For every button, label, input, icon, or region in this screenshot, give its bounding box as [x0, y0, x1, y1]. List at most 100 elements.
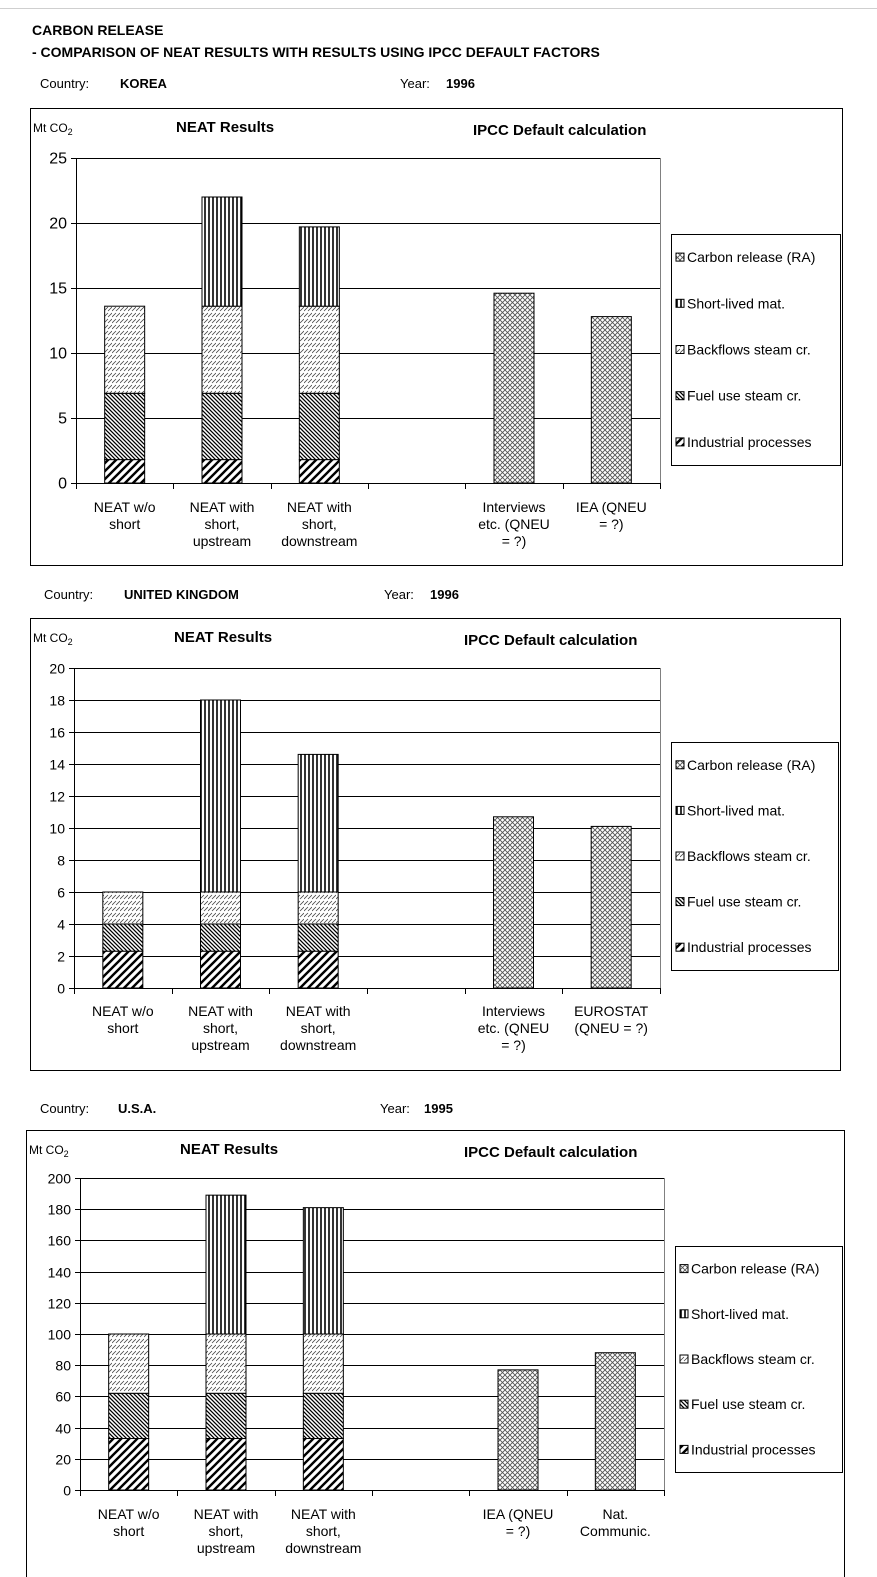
legend-box: [671, 234, 841, 466]
year-value: 1996: [446, 76, 475, 91]
x-category-label: short,: [306, 1523, 341, 1539]
x-category-label: NEAT with: [291, 1506, 356, 1522]
x-category-label: etc. (QNEU: [478, 1020, 550, 1036]
x-category-label: Interviews: [482, 1003, 545, 1019]
legend-label: Industrial processes: [687, 434, 812, 450]
y-tick-label: 16: [49, 725, 65, 741]
bar-segment-carbon-release: [590, 825, 632, 989]
legend-swatch-carbon-release: [675, 252, 685, 262]
chart-frame: [30, 618, 841, 1071]
y-tick-label: 180: [48, 1202, 72, 1218]
bar-segment-short-lived: [297, 753, 339, 893]
bar-segment-backflows: [298, 305, 340, 394]
x-category-label: short: [109, 516, 140, 532]
y-tick-label: 20: [49, 216, 67, 233]
y-tick-label: 14: [49, 757, 65, 773]
bar-segment-carbon-release: [594, 1352, 636, 1491]
bar-segment-industrial: [297, 950, 339, 989]
country-value: UNITED KINGDOM: [124, 587, 239, 602]
bar-segment-backflows: [302, 1333, 344, 1394]
x-category-label: Interviews: [482, 499, 545, 515]
y-tick-label: 140: [48, 1265, 72, 1281]
bar-segment-carbon-release: [590, 316, 632, 484]
ipcc-default-title: IPCC Default calculation: [464, 632, 637, 649]
y-tick-label: 2: [57, 949, 65, 965]
legend-box: [675, 1246, 843, 1473]
y-tick-label: 0: [58, 476, 67, 493]
x-category-label: = ?): [502, 533, 527, 549]
x-category-label: short,: [301, 1020, 336, 1036]
bar-segment-short-lived: [200, 699, 241, 893]
y-tick-label: 100: [48, 1327, 72, 1343]
plot-area: [76, 158, 661, 484]
y-tick-label: 15: [49, 281, 67, 298]
y-tick-label: 40: [55, 1421, 71, 1437]
year-label: Year:: [384, 587, 414, 602]
legend-label: Backflows steam cr.: [687, 848, 811, 864]
legend-label: Carbon release (RA): [687, 757, 815, 773]
bar-segment-short-lived: [201, 196, 243, 307]
bar-segment-fuel-use: [102, 923, 144, 952]
y-tick-label: 10: [49, 346, 67, 363]
neat-results-title: NEAT Results: [174, 629, 272, 646]
top-divider: [0, 8, 877, 9]
x-category-label: IEA (QNEU: [576, 499, 647, 515]
x-category-label: short: [107, 1020, 138, 1036]
bar-segment-fuel-use: [108, 1392, 150, 1440]
x-category-label: short: [113, 1523, 144, 1539]
bar-segment-carbon-release: [493, 292, 535, 484]
bar-segment-industrial: [302, 1438, 344, 1491]
y-tick-label: 120: [48, 1296, 72, 1312]
bar-segment-backflows: [201, 305, 243, 394]
x-category-label: NEAT with: [188, 1003, 253, 1019]
x-category-label: Communic.: [580, 1523, 651, 1539]
x-category-label: upstream: [193, 533, 251, 549]
x-category-label: NEAT w/o: [92, 1003, 154, 1019]
x-category-label: downstream: [280, 1037, 356, 1053]
y-tick-label: 8: [57, 853, 65, 869]
ipcc-default-title: IPCC Default calculation: [464, 1144, 637, 1161]
x-category-label: short,: [208, 1523, 243, 1539]
y-tick-label: 60: [55, 1389, 71, 1405]
year-label: Year:: [380, 1101, 410, 1116]
y-tick-label: 20: [55, 1452, 71, 1468]
x-category-label: Nat.: [602, 1506, 628, 1522]
legend-label: Fuel use steam cr.: [687, 894, 801, 910]
ipcc-default-title: IPCC Default calculation: [473, 122, 646, 139]
bar-segment-industrial: [205, 1438, 247, 1491]
neat-results-title: NEAT Results: [180, 1141, 278, 1158]
unit-label: Mt CO2: [33, 631, 73, 647]
y-tick-label: 20: [49, 661, 65, 677]
legend-label: Backflows steam cr.: [691, 1351, 815, 1367]
legend-swatch-fuel-use: [679, 1399, 689, 1409]
y-tick-label: 12: [49, 789, 65, 805]
bar-segment-short-lived: [302, 1207, 344, 1335]
x-category-label: = ?): [501, 1037, 526, 1053]
chart-frame: [30, 108, 843, 566]
y-tick-label: 18: [49, 693, 65, 709]
country-value: U.S.A.: [118, 1101, 156, 1116]
x-category-label: NEAT with: [194, 1506, 259, 1522]
year-label: Year:: [400, 76, 430, 91]
bar-segment-fuel-use: [205, 1392, 247, 1440]
year-value: 1995: [424, 1101, 453, 1116]
legend-swatch-short-lived: [675, 805, 685, 815]
bar-segment-backflows: [200, 891, 241, 925]
x-category-label: short,: [204, 516, 239, 532]
unit-label: Mt CO2: [33, 121, 73, 137]
bar-segment-backflows: [102, 891, 144, 925]
country-value: KOREA: [120, 76, 168, 91]
bar-segment-backflows: [104, 305, 146, 394]
x-category-label: short,: [203, 1020, 238, 1036]
legend-label: Carbon release (RA): [687, 249, 815, 265]
unit-label: Mt CO2: [29, 1143, 69, 1159]
x-category-label: NEAT with: [286, 1003, 351, 1019]
legend-swatch-backflows: [679, 1354, 689, 1364]
y-tick-label: 80: [55, 1358, 71, 1374]
bar-segment-backflows: [108, 1333, 150, 1394]
chart-frame: [26, 1130, 845, 1577]
y-tick-label: 5: [58, 411, 67, 428]
year-value: 1996: [430, 587, 459, 602]
